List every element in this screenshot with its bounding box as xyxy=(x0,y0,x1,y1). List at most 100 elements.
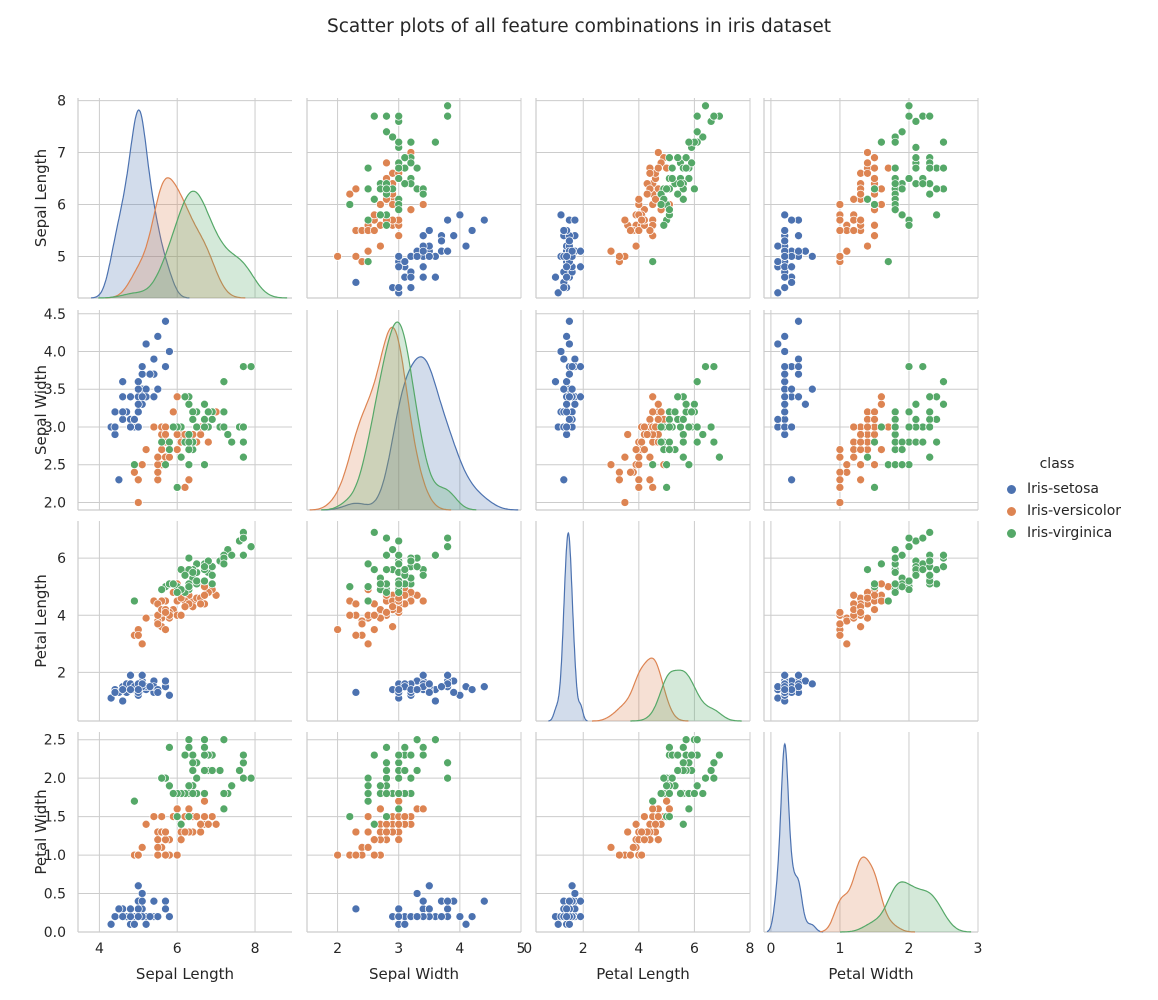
y-tick-label: 2.5 xyxy=(44,458,66,474)
point-iris-versicolor xyxy=(394,835,404,845)
point-iris-setosa xyxy=(431,272,440,282)
point-iris-setosa xyxy=(565,896,574,906)
point-iris-setosa xyxy=(110,430,120,439)
point-iris-virginica xyxy=(200,415,209,424)
point-iris-virginica xyxy=(382,533,391,543)
point-iris-setosa xyxy=(443,896,452,906)
point-iris-virginica xyxy=(904,362,914,371)
point-iris-setosa xyxy=(424,226,434,235)
y-tick-label: 4.5 xyxy=(44,307,66,323)
point-iris-setosa xyxy=(780,283,790,292)
point-iris-versicolor xyxy=(623,827,633,837)
point-iris-virginica xyxy=(382,766,391,775)
point-iris-setosa xyxy=(576,262,585,272)
point-iris-virginica xyxy=(443,773,452,783)
point-iris-virginica xyxy=(406,750,416,760)
point-iris-versicolor xyxy=(877,392,886,402)
point-iris-setosa xyxy=(794,362,803,371)
panel-sepal-length-vs-sepal-length xyxy=(77,98,292,299)
point-iris-virginica xyxy=(363,257,373,266)
x-tick-label: 4 xyxy=(455,941,464,957)
point-iris-versicolor xyxy=(835,630,845,640)
point-iris-virginica xyxy=(376,579,385,589)
point-iris-virginica xyxy=(443,101,452,111)
point-iris-versicolor xyxy=(351,252,361,261)
point-iris-setosa xyxy=(126,670,135,680)
point-iris-setosa xyxy=(780,377,790,387)
point-iris-versicolor xyxy=(172,445,182,454)
point-iris-versicolor xyxy=(863,158,872,168)
point-iris-virginica xyxy=(443,758,452,768)
point-iris-setosa xyxy=(467,685,477,694)
point-iris-virginica xyxy=(925,407,935,417)
point-iris-setosa xyxy=(807,252,817,261)
point-iris-virginica xyxy=(897,210,907,220)
point-iris-virginica xyxy=(678,415,688,424)
kde-line-iris-setosa xyxy=(91,109,190,299)
point-iris-setosa xyxy=(443,670,452,680)
kde-fill-iris-versicolor xyxy=(105,177,246,298)
point-iris-setosa xyxy=(794,369,803,379)
point-iris-virginica xyxy=(239,422,248,432)
point-iris-virginica xyxy=(184,399,194,409)
point-iris-setosa xyxy=(412,252,422,261)
point-iris-virginica xyxy=(667,773,677,783)
point-iris-virginica xyxy=(418,570,428,580)
point-iris-setosa xyxy=(443,904,452,914)
point-iris-versicolor xyxy=(369,850,379,860)
point-iris-versicolor xyxy=(620,215,630,225)
point-iris-setosa xyxy=(570,399,580,409)
point-iris-virginica xyxy=(890,415,900,424)
point-iris-setosa xyxy=(773,288,783,298)
point-iris-virginica xyxy=(939,137,948,147)
point-iris-virginica xyxy=(394,163,404,173)
point-iris-versicolor xyxy=(863,593,872,603)
point-iris-versicolor xyxy=(133,630,143,640)
point-iris-virginica xyxy=(890,545,900,554)
point-iris-setosa xyxy=(794,316,803,326)
point-iris-setosa xyxy=(437,236,446,246)
point-iris-virginica xyxy=(200,562,209,572)
point-iris-setosa xyxy=(114,904,124,914)
point-iris-virginica xyxy=(706,766,716,775)
point-iris-virginica xyxy=(184,553,194,563)
point-iris-virginica xyxy=(207,766,217,775)
point-iris-virginica xyxy=(698,132,708,142)
point-iris-setosa xyxy=(576,362,585,371)
point-iris-virginica xyxy=(443,533,452,543)
point-iris-virginica xyxy=(904,407,914,417)
point-iris-setosa xyxy=(556,210,566,220)
point-iris-setosa xyxy=(418,670,428,680)
point-iris-versicolor xyxy=(400,812,410,821)
point-iris-versicolor xyxy=(653,163,663,173)
point-iris-versicolor xyxy=(653,835,663,845)
point-iris-versicolor xyxy=(137,639,147,649)
point-iris-versicolor xyxy=(835,252,845,261)
legend-item-setosa: Iris-setosa xyxy=(1002,478,1152,500)
point-iris-virginica xyxy=(698,789,708,798)
point-iris-setosa xyxy=(418,272,428,282)
point-iris-virginica xyxy=(394,550,404,560)
point-iris-virginica xyxy=(701,362,710,371)
point-iris-virginica xyxy=(665,422,674,432)
point-iris-virginica xyxy=(925,392,935,402)
point-iris-virginica xyxy=(701,101,710,111)
point-iris-setosa xyxy=(118,415,128,424)
point-iris-virginica xyxy=(165,437,174,447)
point-iris-virginica xyxy=(382,812,391,821)
point-iris-setosa xyxy=(418,246,428,256)
legend: class Iris-setosa Iris-versicolor Iris-v… xyxy=(1002,456,1152,544)
point-iris-virginica xyxy=(165,445,174,454)
point-iris-versicolor xyxy=(877,399,886,409)
point-iris-virginica xyxy=(890,588,900,597)
point-iris-virginica xyxy=(918,437,928,447)
point-iris-setosa xyxy=(794,392,803,402)
point-iris-versicolor xyxy=(172,850,182,860)
point-iris-setosa xyxy=(565,919,574,929)
point-iris-virginica xyxy=(394,789,404,798)
x-tick-label: 5 xyxy=(517,941,526,957)
y-tick-label: 7 xyxy=(57,146,66,162)
point-iris-virginica xyxy=(412,163,422,173)
y-axis-label: Sepal Width xyxy=(32,365,50,455)
point-iris-versicolor xyxy=(835,475,845,485)
